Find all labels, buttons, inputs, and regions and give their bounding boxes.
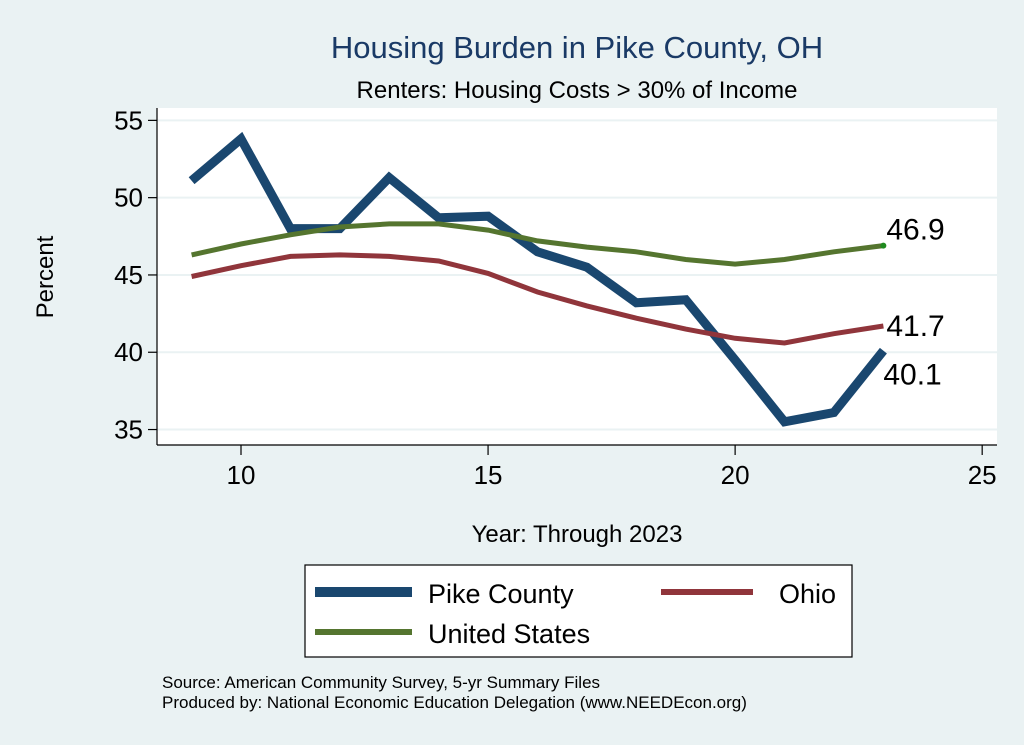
x-tick-label-10: 10 [227, 460, 256, 490]
legend-label-united-states: United States [428, 619, 590, 649]
series-group [188, 131, 887, 427]
y-tick-label-55: 55 [114, 105, 143, 135]
legend-label-ohio: Ohio [779, 579, 836, 609]
data-labels: 40.1 41.7 46.9 [883, 214, 944, 392]
y-axis-title: Percent [32, 235, 59, 318]
end-label-ohio: 41.7 [886, 310, 944, 343]
x-tick-label-15: 15 [474, 460, 503, 490]
series-line-pike-county [188, 131, 887, 427]
series-line-ohio [191, 252, 884, 346]
y-tick-label-45: 45 [114, 260, 143, 290]
series-line-united-states [191, 221, 884, 267]
axes: 35 40 45 50 55 10 15 20 25 [114, 105, 997, 490]
plot-area [157, 108, 997, 445]
legend-box [304, 564, 853, 658]
x-tick-label-20: 20 [721, 460, 750, 490]
chart-title: Housing Burden in Pike County, OH [331, 30, 823, 65]
produced-by-note: Produced by: National Economic Education… [162, 693, 747, 712]
gridlines [157, 119, 997, 431]
legend: Pike County Ohio United States [304, 564, 853, 658]
end-marker-united-states [880, 242, 887, 249]
chart-subtitle: Renters: Housing Costs > 30% of Income [357, 77, 798, 104]
source-note: Source: American Community Survey, 5-yr … [162, 673, 600, 692]
end-label-pike-county: 40.1 [883, 359, 941, 392]
y-tick-label-35: 35 [114, 415, 143, 445]
x-tick-label-25: 25 [968, 460, 997, 490]
end-label-united-states: 46.9 [886, 214, 944, 247]
legend-label-pike-county: Pike County [428, 579, 574, 609]
x-axis-title: Year: Through 2023 [472, 521, 683, 548]
y-tick-label-40: 40 [114, 337, 143, 367]
y-tick-label-50: 50 [114, 183, 143, 213]
